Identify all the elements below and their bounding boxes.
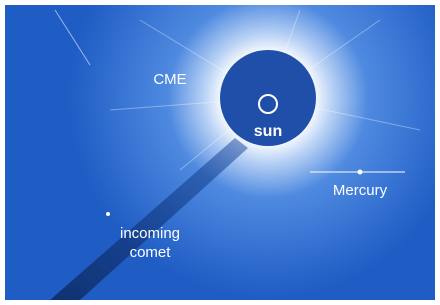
coronagraph-image bbox=[0, 0, 440, 305]
comet-label: incoming comet bbox=[105, 224, 195, 262]
mercury-dot bbox=[358, 170, 363, 175]
comet-head bbox=[106, 212, 110, 216]
mercury-label: Mercury bbox=[320, 181, 400, 200]
sun-label: sun bbox=[243, 122, 293, 141]
page: CME sun Mercury incoming comet (() => { … bbox=[0, 0, 440, 305]
cme-label: CME bbox=[150, 70, 190, 89]
